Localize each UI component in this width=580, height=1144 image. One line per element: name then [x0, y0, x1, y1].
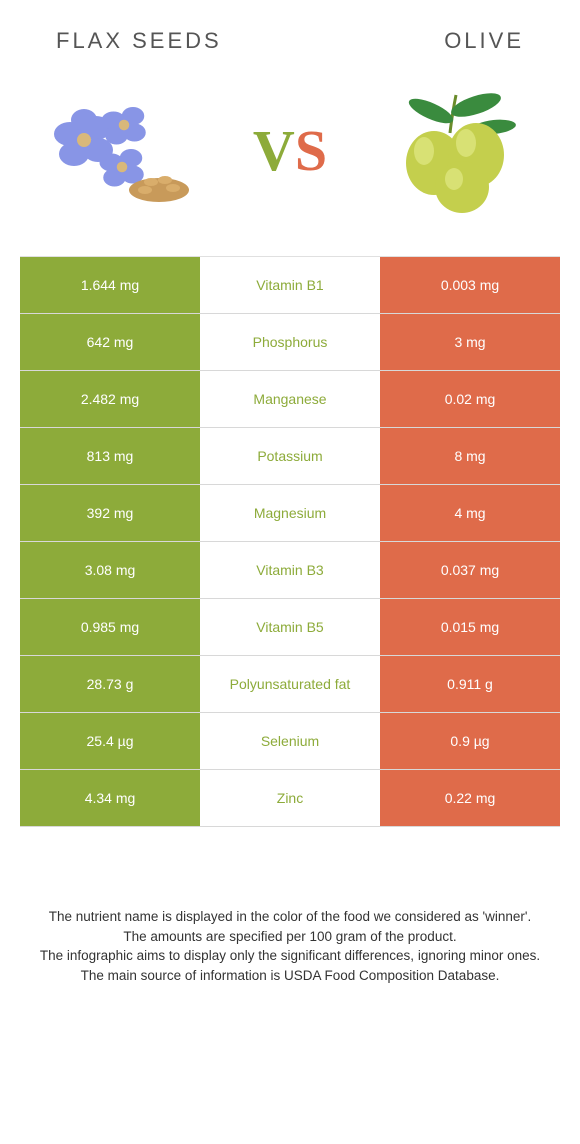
header: Flax seeds Olive [20, 28, 560, 54]
table-row: 28.73 gPolyunsaturated fat0.911 g [20, 656, 560, 713]
nutrient-name: Phosphorus [200, 314, 380, 370]
footnote-line: The nutrient name is displayed in the co… [30, 907, 550, 927]
table-row: 0.985 mgVitamin B50.015 mg [20, 599, 560, 656]
nutrient-name: Magnesium [200, 485, 380, 541]
right-value: 4 mg [380, 485, 560, 541]
left-value: 3.08 mg [20, 542, 200, 598]
right-value: 0.003 mg [380, 257, 560, 313]
right-value: 0.037 mg [380, 542, 560, 598]
nutrient-name: Polyunsaturated fat [200, 656, 380, 712]
table-row: 392 mgMagnesium4 mg [20, 485, 560, 542]
right-value: 3 mg [380, 314, 560, 370]
left-value: 2.482 mg [20, 371, 200, 427]
nutrient-name: Vitamin B1 [200, 257, 380, 313]
footnote-line: The main source of information is USDA F… [30, 966, 550, 986]
table-row: 813 mgPotassium8 mg [20, 428, 560, 485]
footnote-line: The amounts are specified per 100 gram o… [30, 927, 550, 947]
nutrient-name: Vitamin B5 [200, 599, 380, 655]
nutrient-name: Zinc [200, 770, 380, 826]
table-row: 642 mgPhosphorus3 mg [20, 314, 560, 371]
olive-image [376, 80, 536, 220]
right-value: 0.02 mg [380, 371, 560, 427]
vs-s-letter: S [295, 118, 327, 183]
nutrient-name: Manganese [200, 371, 380, 427]
table-row: 3.08 mgVitamin B30.037 mg [20, 542, 560, 599]
right-value: 0.015 mg [380, 599, 560, 655]
nutrient-name: Selenium [200, 713, 380, 769]
table-row: 2.482 mgManganese0.02 mg [20, 371, 560, 428]
right-value: 8 mg [380, 428, 560, 484]
right-food-title: Olive [444, 28, 524, 54]
left-value: 0.985 mg [20, 599, 200, 655]
table-row: 25.4 µgSelenium0.9 µg [20, 713, 560, 770]
left-value: 813 mg [20, 428, 200, 484]
left-food-title: Flax seeds [56, 28, 222, 54]
left-value: 642 mg [20, 314, 200, 370]
footnotes: The nutrient name is displayed in the co… [20, 907, 560, 985]
left-value: 28.73 g [20, 656, 200, 712]
nutrient-table: 1.644 mgVitamin B10.003 mg642 mgPhosphor… [20, 256, 560, 827]
right-value: 0.911 g [380, 656, 560, 712]
left-value: 25.4 µg [20, 713, 200, 769]
nutrient-name: Vitamin B3 [200, 542, 380, 598]
table-row: 4.34 mgZinc0.22 mg [20, 770, 560, 827]
vs-label: VS [253, 117, 327, 184]
nutrient-name: Potassium [200, 428, 380, 484]
footnote-line: The infographic aims to display only the… [30, 946, 550, 966]
table-row: 1.644 mgVitamin B10.003 mg [20, 257, 560, 314]
vs-v-letter: V [253, 118, 295, 183]
flax-seeds-image [44, 80, 204, 220]
left-value: 1.644 mg [20, 257, 200, 313]
left-value: 4.34 mg [20, 770, 200, 826]
right-value: 0.22 mg [380, 770, 560, 826]
right-value: 0.9 µg [380, 713, 560, 769]
images-row: VS [20, 80, 560, 220]
left-value: 392 mg [20, 485, 200, 541]
